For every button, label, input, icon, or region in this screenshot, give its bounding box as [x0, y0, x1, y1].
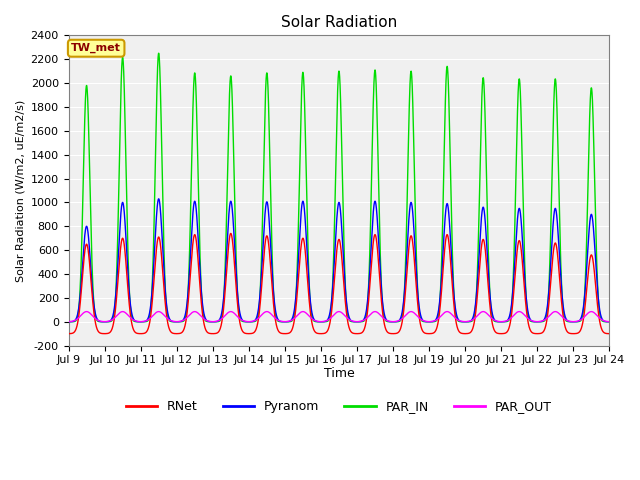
RNet [180, 325, 188, 331]
Pyranom [155, 196, 163, 202]
Pyranom [413, 287, 421, 293]
PAR_IN [155, 50, 163, 56]
PAR_IN [490, 318, 498, 324]
RNet [490, 327, 498, 333]
PAR_IN [413, 285, 421, 290]
Legend: RNet, Pyranom, PAR_IN, PAR_OUT: RNet, Pyranom, PAR_IN, PAR_OUT [121, 396, 557, 418]
RNet [227, 230, 235, 236]
Y-axis label: Solar Radiation (W/m2, uE/m2/s): Solar Radiation (W/m2, uE/m2/s) [15, 99, 25, 282]
PAR_OUT [605, 319, 613, 324]
RNet [175, 331, 182, 336]
Line: PAR_IN: PAR_IN [68, 53, 609, 322]
Pyranom [604, 319, 611, 324]
PAR_IN [605, 319, 613, 324]
RNet [65, 331, 72, 336]
Pyranom [180, 315, 188, 321]
Line: PAR_OUT: PAR_OUT [68, 312, 609, 322]
PAR_OUT [180, 317, 188, 323]
Text: TW_met: TW_met [71, 43, 121, 53]
PAR_OUT [175, 319, 182, 324]
RNet [413, 299, 421, 304]
Pyranom [268, 251, 275, 256]
Line: RNet: RNet [68, 233, 609, 334]
Pyranom [490, 317, 498, 323]
RNet [605, 331, 613, 336]
Line: Pyranom: Pyranom [68, 199, 609, 322]
PAR_IN [604, 319, 611, 324]
RNet [604, 331, 611, 336]
PAR_OUT [413, 313, 421, 319]
Pyranom [605, 319, 613, 324]
PAR_IN [268, 212, 275, 217]
Pyranom [175, 319, 182, 324]
PAR_IN [65, 319, 72, 324]
PAR_OUT [65, 319, 72, 324]
PAR_OUT [604, 319, 611, 324]
PAR_OUT [268, 311, 275, 317]
X-axis label: Time: Time [324, 367, 355, 380]
PAR_OUT [83, 309, 90, 314]
Pyranom [65, 319, 72, 324]
Title: Solar Radiation: Solar Radiation [281, 15, 397, 30]
RNet [268, 270, 275, 276]
PAR_IN [175, 319, 182, 324]
PAR_OUT [490, 317, 498, 323]
PAR_IN [180, 317, 188, 323]
